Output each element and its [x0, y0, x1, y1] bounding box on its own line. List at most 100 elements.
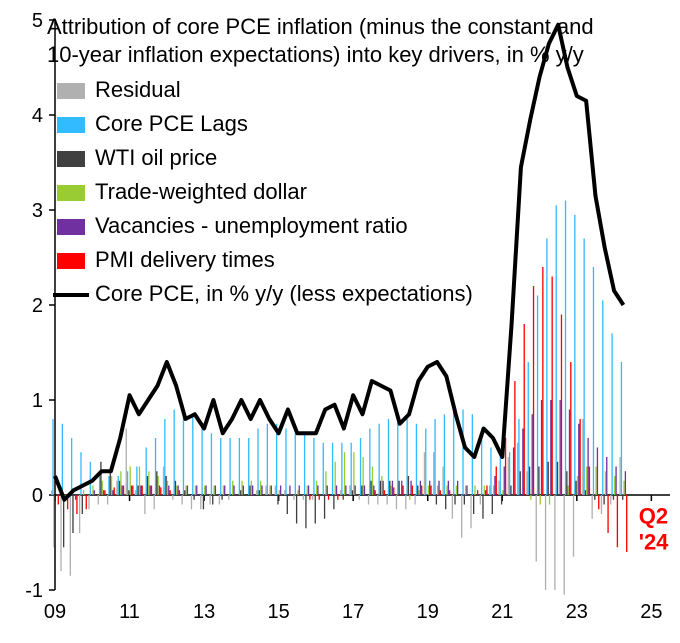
bar-vac — [271, 486, 272, 496]
bar-twd — [297, 490, 298, 495]
bar-wti — [389, 481, 390, 495]
bar-vac — [466, 486, 467, 496]
bar-resid — [312, 495, 313, 500]
bar-vac — [215, 486, 216, 496]
legend-label: Core PCE, in % y/y (less expectations) — [95, 281, 473, 306]
bar-lags — [453, 410, 454, 496]
bar-resid — [275, 486, 276, 496]
bar-wti — [380, 481, 381, 495]
bar-resid — [368, 495, 369, 505]
bar-wti — [128, 490, 129, 495]
bar-resid — [219, 495, 220, 505]
bar-twd — [446, 486, 447, 496]
bar-lags — [229, 438, 230, 495]
bar-vac — [625, 471, 626, 495]
legend-swatch — [57, 253, 85, 269]
bar-wti — [361, 486, 362, 496]
bar-resid — [51, 490, 52, 495]
bar-lags — [267, 424, 268, 495]
bar-wti — [277, 495, 278, 505]
bar-wti — [464, 495, 465, 505]
bar-twd — [148, 471, 149, 495]
bar-vac — [457, 481, 458, 495]
bar-resid — [359, 495, 360, 500]
bar-wti — [566, 471, 567, 495]
y-tick-label: 1 — [32, 390, 43, 412]
bar-pmi — [374, 490, 375, 495]
bar-resid — [228, 495, 229, 500]
bar-twd — [167, 481, 168, 495]
annotation-text: Q2 — [639, 504, 668, 529]
bar-lags — [52, 419, 53, 495]
bar-vac — [224, 486, 225, 496]
bar-wti — [165, 476, 166, 495]
x-tick-label: 13 — [193, 601, 215, 623]
bar-pmi — [132, 486, 133, 496]
bar-lags — [313, 438, 314, 495]
annotation-text: '24 — [639, 530, 669, 555]
legend-label: WTI oil price — [95, 145, 217, 170]
bar-pmi — [626, 495, 627, 552]
bar-wti — [548, 462, 549, 495]
bar-wti — [212, 495, 213, 505]
bar-lags — [90, 462, 91, 495]
bar-wti — [203, 495, 204, 509]
bar-wti — [82, 495, 83, 514]
bar-twd — [185, 486, 186, 496]
bar-wti — [622, 495, 623, 500]
bar-vac — [140, 486, 141, 496]
bar-wti — [287, 495, 288, 514]
bar-resid — [564, 495, 565, 595]
bar-lags — [518, 419, 519, 495]
bar-resid — [293, 495, 294, 500]
bar-resid — [60, 495, 61, 571]
bar-resid — [498, 481, 499, 495]
bar-wti — [193, 495, 194, 500]
bar-resid — [526, 471, 527, 495]
bar-vac — [94, 490, 95, 495]
bar-twd — [83, 490, 84, 495]
bar-wti — [408, 476, 409, 495]
bar-resid — [480, 495, 481, 505]
x-tick-label: 09 — [44, 601, 66, 623]
bar-resid — [554, 495, 555, 590]
y-tick-label: 2 — [32, 295, 43, 317]
x-tick-label: 21 — [491, 601, 513, 623]
bar-vac — [168, 486, 169, 496]
y-tick-label: 5 — [32, 10, 43, 32]
bar-lags — [602, 300, 603, 495]
bar-resid — [116, 481, 117, 495]
bar-vac — [448, 481, 449, 495]
bar-lags — [444, 414, 445, 495]
bar-lags — [406, 419, 407, 495]
bar-vac — [299, 486, 300, 496]
bar-lags — [108, 476, 109, 495]
bar-twd — [130, 467, 131, 496]
bar-lags — [127, 471, 128, 495]
bar-wti — [398, 481, 399, 495]
bar-vac — [392, 481, 393, 495]
bar-vac — [205, 486, 206, 496]
bar-vac — [541, 400, 542, 495]
legend-label: PMI delivery times — [95, 247, 275, 272]
x-tick-label: 15 — [268, 601, 290, 623]
bar-wti — [482, 495, 483, 519]
bar-lags — [528, 362, 529, 495]
bar-pmi — [440, 490, 441, 495]
bar-resid — [619, 457, 620, 495]
bar-resid — [433, 452, 434, 495]
bar-vac — [317, 486, 318, 496]
bar-lags — [416, 424, 417, 495]
bar-wti — [343, 495, 344, 500]
bar-pmi — [570, 362, 571, 495]
bar-twd — [316, 481, 317, 495]
bar-vac — [373, 486, 374, 496]
bar-vac — [233, 486, 234, 496]
bar-lags — [546, 239, 547, 496]
bar-wti — [184, 490, 185, 495]
bar-lags — [304, 433, 305, 495]
bar-resid — [452, 495, 453, 519]
bar-wti — [259, 490, 260, 495]
x-tick-label: 23 — [566, 601, 588, 623]
legend-label: Vacancies - unemployment ratio — [95, 213, 408, 238]
